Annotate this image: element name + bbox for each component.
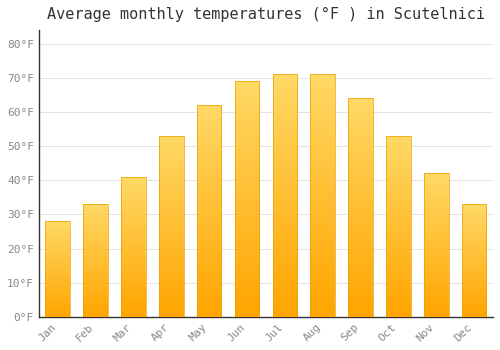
Bar <box>386 136 410 317</box>
Bar <box>121 177 146 317</box>
Bar <box>46 221 70 317</box>
Bar <box>197 105 222 317</box>
Bar <box>272 75 297 317</box>
Title: Average monthly temperatures (°F ) in Scutelnici: Average monthly temperatures (°F ) in Sc… <box>47 7 485 22</box>
Bar <box>348 98 373 317</box>
Bar <box>310 75 335 317</box>
Bar <box>84 204 108 317</box>
Bar <box>424 174 448 317</box>
Bar <box>234 81 260 317</box>
Bar <box>462 204 486 317</box>
Bar <box>159 136 184 317</box>
